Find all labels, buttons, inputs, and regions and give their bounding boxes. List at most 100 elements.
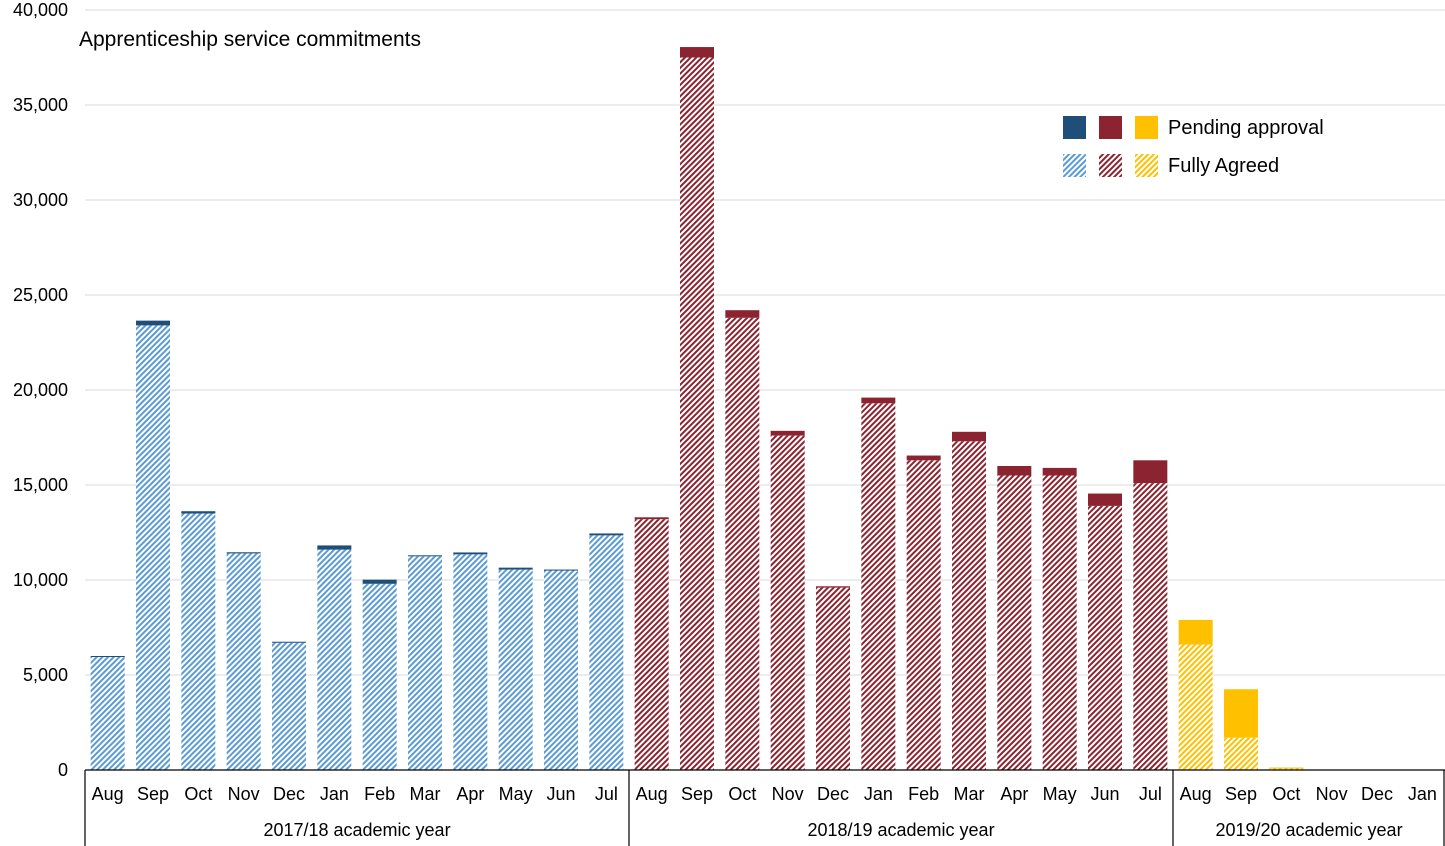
- bar-pending-approval: [770, 430, 805, 436]
- bar-pending-approval: [136, 320, 170, 326]
- y-axis: 0 5,000 10,000 15,000 20,000 25,000 30,000 35,0…: [13, 0, 68, 780]
- bar-pending-approval: [906, 455, 941, 461]
- bar-fully-agreed: [816, 587, 850, 770]
- bar-pending-approval: [544, 569, 578, 571]
- bar-pending-approval: [1178, 619, 1213, 645]
- bar-pending-approval: [1269, 767, 1304, 769]
- x-tick-label: Aug: [636, 784, 668, 804]
- bar-fully-agreed: [906, 460, 941, 770]
- bar-fully-agreed: [997, 475, 1032, 770]
- y-tick-label: 0: [58, 760, 68, 780]
- bar-fully-agreed: [362, 583, 397, 770]
- legend-label: Fully Agreed: [1168, 155, 1279, 177]
- x-tick-label: Jan: [1408, 784, 1437, 804]
- x-tick-label: Dec: [817, 784, 849, 804]
- x-tick-label: Dec: [273, 784, 305, 804]
- x-tick-label: Dec: [1361, 784, 1393, 804]
- y-tick-label: 15,000: [13, 475, 68, 495]
- legend-swatch-agreed: [1135, 154, 1158, 177]
- x-tick-label: Mar: [410, 784, 441, 804]
- y-tick-label: 35,000: [13, 95, 68, 115]
- bar-pending-approval: [362, 579, 397, 584]
- x-tick-label: Oct: [184, 784, 212, 804]
- bar-fully-agreed: [1224, 737, 1258, 770]
- bar-fully-agreed: [317, 549, 352, 770]
- bar-pending-approval: [952, 431, 986, 442]
- bar-pending-approval: [1224, 689, 1258, 738]
- x-tick-label: Jul: [595, 784, 618, 804]
- bar-pending-approval: [317, 545, 352, 550]
- bar-pending-approval: [453, 552, 488, 555]
- bar-fully-agreed: [181, 513, 216, 770]
- x-tick-label: Sep: [681, 784, 713, 804]
- x-tick-label: Jul: [1139, 784, 1162, 804]
- y-tick-label: 25,000: [13, 285, 68, 305]
- x-tick-label: Sep: [1225, 784, 1257, 804]
- bar-fully-agreed: [952, 441, 986, 770]
- y-tick-label: 30,000: [13, 190, 68, 210]
- bar-pending-approval: [226, 552, 261, 554]
- bar-fully-agreed: [770, 435, 805, 770]
- legend-swatch-agreed: [1063, 154, 1086, 177]
- bar-fully-agreed: [544, 570, 578, 770]
- x-axis: Aug Sep Oct Nov Dec Jan Feb Mar Apr May Jun Jul Aug S…: [84, 769, 1445, 846]
- bar-fully-agreed: [453, 554, 488, 770]
- bar-fully-agreed: [861, 403, 896, 770]
- bars: [90, 47, 1304, 770]
- bar-fully-agreed: [226, 553, 261, 770]
- bar-fully-agreed: [1178, 644, 1213, 770]
- x-tick-label: Mar: [954, 784, 985, 804]
- bar-pending-approval: [997, 466, 1032, 476]
- bar-fully-agreed: [634, 519, 669, 770]
- x-tick-label: Jan: [320, 784, 349, 804]
- bar-fully-agreed: [1269, 768, 1304, 770]
- bar-pending-approval: [680, 47, 714, 58]
- bar-pending-approval: [816, 586, 850, 588]
- bar-pending-approval: [725, 310, 760, 318]
- bar-fully-agreed: [90, 656, 125, 770]
- legend-swatch-pending: [1135, 116, 1158, 139]
- group-label: 2019/20 academic year: [1215, 820, 1402, 840]
- x-tick-label: Feb: [364, 784, 395, 804]
- bar-pending-approval: [272, 641, 306, 643]
- x-tick-label: Aug: [92, 784, 124, 804]
- x-tick-label: Jun: [1090, 784, 1119, 804]
- legend-swatch-pending: [1099, 116, 1122, 139]
- chart-title: Apprenticeship service commitments: [79, 28, 421, 51]
- x-tick-label: Jan: [864, 784, 893, 804]
- bar-pending-approval: [634, 517, 669, 520]
- legend: Pending approval Fully Agreed: [1063, 116, 1324, 177]
- group-label: 2017/18 academic year: [263, 820, 450, 840]
- bar-fully-agreed: [1042, 475, 1077, 770]
- x-tick-label: Oct: [1272, 784, 1300, 804]
- x-tick-label: May: [1043, 784, 1077, 804]
- legend-swatch-agreed: [1099, 154, 1122, 177]
- x-tick-label: Nov: [772, 784, 804, 804]
- bar-pending-approval: [498, 567, 533, 570]
- bar-pending-approval: [861, 397, 896, 404]
- y-tick-label: 10,000: [13, 570, 68, 590]
- x-tick-label: Nov: [228, 784, 260, 804]
- gridlines: [85, 9, 1445, 676]
- bar-pending-approval: [181, 511, 216, 514]
- x-tick-label: Aug: [1180, 784, 1212, 804]
- x-tick-label: Apr: [456, 784, 484, 804]
- group-label: 2018/19 academic year: [807, 820, 994, 840]
- x-tick-label: Apr: [1000, 784, 1028, 804]
- bar-fully-agreed: [1133, 483, 1168, 770]
- bar-pending-approval: [1133, 460, 1168, 484]
- bar-fully-agreed: [408, 556, 442, 770]
- x-tick-label: Nov: [1316, 784, 1348, 804]
- bar-pending-approval: [589, 533, 624, 536]
- bar-pending-approval: [90, 656, 125, 657]
- x-tick-label: May: [499, 784, 533, 804]
- y-tick-label: 20,000: [13, 380, 68, 400]
- bar-fully-agreed: [136, 325, 170, 770]
- bar-fully-agreed: [680, 57, 714, 770]
- x-tick-label: Sep: [137, 784, 169, 804]
- bar-fully-agreed: [272, 642, 306, 770]
- x-tick-label: Feb: [908, 784, 939, 804]
- bar-fully-agreed: [1088, 505, 1122, 770]
- bar-pending-approval: [1042, 467, 1077, 476]
